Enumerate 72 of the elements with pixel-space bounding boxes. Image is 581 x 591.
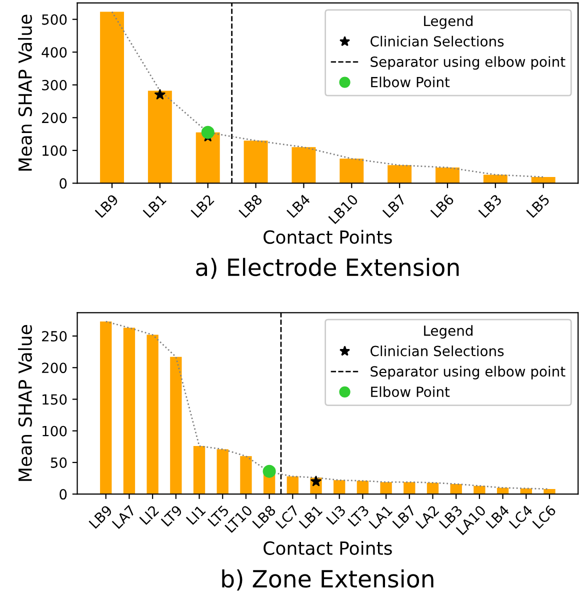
bar (292, 147, 316, 184)
x-tick-label: LT9 (160, 504, 183, 527)
bar (240, 456, 252, 494)
y-tick-label: 0 (60, 178, 67, 189)
y-axis-title: Mean SHAP Value (18, 14, 32, 171)
bar (216, 449, 228, 494)
x-tick-label: LB6 (430, 194, 454, 218)
legend-title: Legend (424, 15, 472, 29)
y-tick-label: 300 (42, 80, 67, 90)
x-tick-label: LC6 (532, 504, 556, 530)
y-tick-label: 250 (42, 331, 67, 342)
bar (100, 321, 112, 494)
bar (340, 158, 364, 184)
text: b) Zone Extension (222, 569, 434, 590)
y-tick-label: 150 (42, 394, 67, 405)
bar (474, 486, 486, 494)
bar (436, 167, 460, 184)
legend-label: Clinician Selections (370, 36, 504, 47)
x-tick-label: LB4 (286, 194, 311, 218)
legend-label: Elbow Point (371, 386, 450, 398)
x-tick-label: LC4 (508, 504, 534, 530)
bar (544, 489, 556, 494)
x-tick-label: LI1 (186, 505, 206, 525)
bar (146, 334, 158, 494)
y-tick-label: 200 (42, 362, 67, 374)
bar (196, 132, 220, 184)
x-tick-label: LB8 (238, 194, 263, 218)
bar (193, 446, 206, 494)
bar (148, 90, 172, 184)
bar (100, 12, 124, 184)
x-tick-label: LB5 (526, 194, 550, 218)
annotation: Separator using elbow point (370, 56, 566, 70)
bar (334, 480, 346, 494)
bar (170, 356, 182, 494)
x-tick-label: LI2 (139, 504, 160, 525)
y-tick-label: 0 (60, 489, 67, 500)
bar (380, 482, 392, 494)
legend-label: Elbow Point (371, 76, 450, 88)
bar (244, 140, 268, 184)
bar (356, 480, 369, 494)
bar (483, 174, 508, 184)
y-tick-label: 100 (42, 426, 67, 436)
annotation: Separator using elbow point (370, 366, 566, 380)
bar (388, 165, 412, 184)
bar (450, 484, 462, 494)
x-tick-label: LB9 (88, 504, 113, 529)
y-tick-label: 50 (50, 457, 67, 468)
bar (404, 482, 416, 494)
bar (426, 482, 439, 494)
x-tick-label: LB9 (94, 194, 119, 218)
x-axis-title: Contact Points (264, 230, 392, 244)
x-tick-label: LB8 (252, 504, 276, 529)
bar (123, 328, 136, 494)
y-tick-label: 200 (42, 112, 67, 124)
y-tick-label: 400 (42, 47, 67, 58)
legend-title: Legend (424, 325, 472, 339)
y-tick-label: 500 (42, 14, 67, 25)
x-tick-label: LT3 (347, 504, 370, 527)
text: a) Electrode Extension (196, 258, 459, 279)
x-tick-label: LA1 (368, 505, 393, 529)
x-tick-label: LB4 (486, 504, 510, 529)
y-tick-label: 100 (42, 145, 67, 156)
x-tick-label: LI3 (326, 504, 346, 526)
x-axis-title: Contact Points (264, 540, 392, 555)
x-tick-label: LB3 (478, 194, 502, 218)
x-tick-label: LA2 (415, 504, 440, 529)
x-tick-label: LB1 (142, 194, 166, 218)
legend-label: Clinician Selections (370, 346, 504, 356)
bar (286, 476, 298, 494)
x-tick-label: LB1 (298, 505, 323, 529)
y-axis-title: Mean SHAP Value (18, 325, 32, 481)
x-tick-label: LB2 (190, 194, 214, 218)
